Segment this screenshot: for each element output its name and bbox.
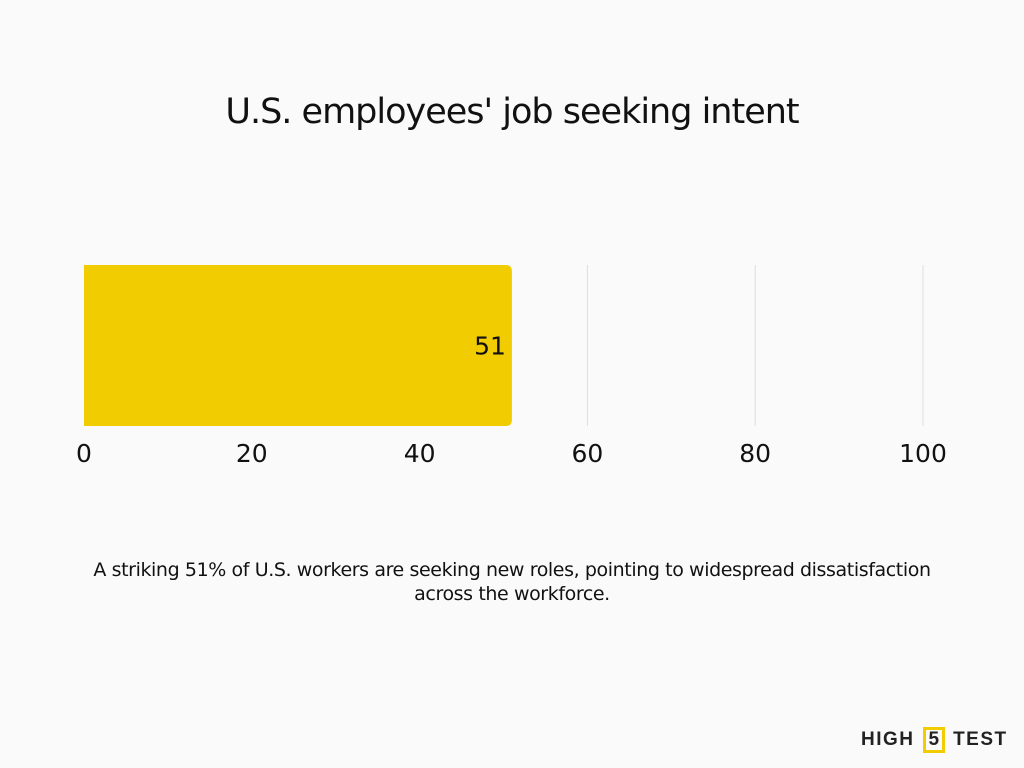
x-tick-label: 80: [739, 439, 771, 468]
logo-text-test: TEST: [953, 729, 1008, 750]
x-tick-label: 100: [899, 439, 947, 468]
data-label: 51: [474, 332, 506, 361]
chart-title: U.S. employees' job seeking intent: [225, 92, 799, 132]
x-tick-label: 40: [404, 439, 436, 468]
x-tick-label: 20: [236, 439, 268, 468]
chart-caption: A striking 51% of U.S. workers are seeki…: [93, 559, 931, 605]
high5test-logo: HIGH 5 TEST: [861, 727, 1008, 753]
bar-chart: 0 20 40 60 80 100 51: [76, 265, 947, 468]
logo-text-high: HIGH: [861, 729, 915, 750]
logo-text-five: 5: [922, 727, 946, 753]
x-tick-label: 0: [76, 439, 92, 468]
x-tick-label: 60: [571, 439, 603, 468]
bar: [84, 265, 512, 426]
